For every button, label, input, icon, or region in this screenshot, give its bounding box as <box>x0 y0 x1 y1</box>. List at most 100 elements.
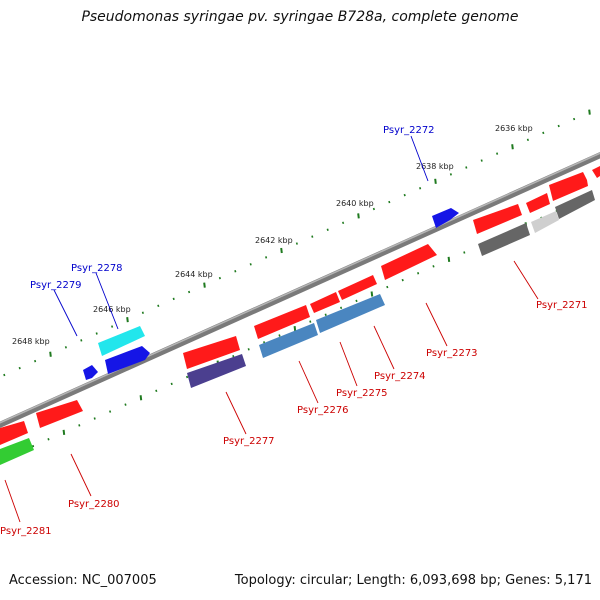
gene-Psyr_2271-b[interactable] <box>549 172 588 201</box>
scale-tick-minor <box>324 313 327 316</box>
scale-tick-major <box>280 247 283 254</box>
gene-Psyr_2280[interactable] <box>36 400 83 428</box>
scale-tick-minor <box>480 159 483 162</box>
scale-tick-minor <box>309 320 312 323</box>
scale-tick-minor <box>232 355 235 358</box>
gene-label-Psyr_2279[interactable]: Psyr_2279 <box>30 280 82 291</box>
scale-tick-minor <box>278 334 281 337</box>
scale-tick-major <box>370 291 374 297</box>
gene-Psyr_2278-b[interactable] <box>105 346 150 374</box>
scale-ticks-lower <box>1 195 589 462</box>
scale-tick-minor <box>249 263 252 266</box>
gene-label-Psyr_2278[interactable]: Psyr_2278 <box>71 263 123 274</box>
cog-feature-lightgrey[interactable] <box>531 211 559 233</box>
genome-backbone-highlight <box>0 152 600 424</box>
scale-tick-minor <box>526 138 529 142</box>
scale-tick-minor <box>93 417 96 420</box>
scale-tick-minor <box>32 444 35 448</box>
scale-tick-minor <box>401 278 404 282</box>
kbp-label-2640: 2640 kbp <box>336 199 374 208</box>
gene-Psyr_2275[interactable] <box>310 292 340 313</box>
gene-label-Psyr_2272[interactable]: Psyr_2272 <box>383 125 435 136</box>
gene-label-Psyr_2271[interactable]: Psyr_2271 <box>536 300 588 311</box>
scale-tick-minor <box>463 251 466 254</box>
scale-tick-minor <box>95 332 98 335</box>
scale-tick-minor <box>449 173 452 176</box>
scale-tick-minor <box>557 124 560 128</box>
scale-tick-minor <box>247 348 250 351</box>
gene-Psyr_2281[interactable] <box>0 421 28 445</box>
gene-Psyr_2272[interactable] <box>432 208 459 228</box>
gene-label-Psyr_2277[interactable]: Psyr_2277 <box>223 436 275 447</box>
gene-label-Psyr_2275[interactable]: Psyr_2275 <box>336 388 388 399</box>
callout-lines <box>4 135 539 523</box>
gene-Psyr_2276[interactable] <box>254 305 310 339</box>
scale-tick-major <box>357 213 360 219</box>
gene-Psyr_2277[interactable] <box>183 336 240 369</box>
genome-backbone <box>0 151 600 429</box>
scale-ticks-upper <box>3 109 591 377</box>
scale-tick-minor <box>386 285 389 289</box>
scale-tick-major <box>511 144 514 150</box>
scale-tick-major <box>139 395 143 401</box>
scale-tick-minor <box>388 200 391 204</box>
scale-tick-minor <box>326 228 329 231</box>
scale-tick-minor <box>355 299 358 303</box>
gene-label-Psyr_2274[interactable]: Psyr_2274 <box>374 371 426 382</box>
kbp-label-2642: 2642 kbp <box>255 236 293 245</box>
cog-feature-steelblue-1[interactable] <box>316 294 385 333</box>
scale-tick-minor <box>188 290 191 294</box>
scale-tick-minor <box>542 131 545 135</box>
scale-tick-minor <box>111 325 114 328</box>
scale-tick-minor <box>124 403 127 406</box>
scale-tick-minor <box>186 375 189 379</box>
cog-feature-steelblue-2[interactable] <box>259 323 318 358</box>
scale-tick-major <box>49 351 52 357</box>
cog-feature-grey-2[interactable] <box>478 223 530 256</box>
cog-feature-green[interactable] <box>0 438 34 465</box>
cog-feature-purple[interactable] <box>187 354 246 388</box>
scale-tick-minor <box>18 366 21 370</box>
kbp-label-2636: 2636 kbp <box>495 124 533 133</box>
gene-features <box>0 166 600 465</box>
scale-tick-minor <box>234 270 237 273</box>
scale-tick-minor <box>155 389 158 393</box>
scale-tick-minor <box>47 438 50 441</box>
scale-tick-major <box>62 429 66 435</box>
gene-Psyr_2271-c[interactable] <box>526 193 550 213</box>
scale-tick-major <box>434 178 437 184</box>
kbp-label-2638: 2638 kbp <box>416 162 454 171</box>
scale-tick-major <box>203 282 206 288</box>
scale-tick-major <box>447 256 451 263</box>
gene-label-Psyr_2276[interactable]: Psyr_2276 <box>297 405 349 416</box>
scale-tick-minor <box>465 166 468 169</box>
accession-label: Accession: NC_007005 <box>9 573 157 588</box>
gene-Psyr_2273[interactable] <box>381 244 437 280</box>
scale-tick-minor <box>496 152 499 155</box>
scale-tick-minor <box>218 276 221 280</box>
gene-Psyr_2274[interactable] <box>338 275 377 300</box>
scale-tick-minor <box>573 117 576 121</box>
gene-Psyr_2271-a[interactable] <box>592 166 600 178</box>
scale-tick-minor <box>311 235 314 238</box>
gene-Psyr_2278[interactable] <box>98 326 145 356</box>
kbp-label-2648: 2648 kbp <box>12 337 50 346</box>
scale-tick-minor <box>80 339 83 342</box>
scale-tick-minor <box>78 424 81 427</box>
scale-tick-minor <box>342 221 345 225</box>
scale-tick-major <box>588 109 591 115</box>
scale-tick-minor <box>109 410 112 413</box>
scale-tick-minor <box>3 373 6 377</box>
gene-label-Psyr_2273[interactable]: Psyr_2273 <box>426 348 478 359</box>
gene-Psyr_2272-part[interactable] <box>473 204 522 234</box>
scale-tick-minor <box>372 207 375 211</box>
scale-tick-minor <box>172 297 175 301</box>
scale-tick-minor <box>265 256 268 259</box>
gene-Psyr_2279[interactable] <box>83 365 98 380</box>
gene-label-Psyr_2281[interactable]: Psyr_2281 <box>0 526 52 537</box>
scale-tick-major <box>126 317 129 323</box>
gene-label-Psyr_2280[interactable]: Psyr_2280 <box>68 499 120 510</box>
cog-feature-grey-1[interactable] <box>555 190 595 219</box>
kbp-label-2644: 2644 kbp <box>175 270 213 279</box>
